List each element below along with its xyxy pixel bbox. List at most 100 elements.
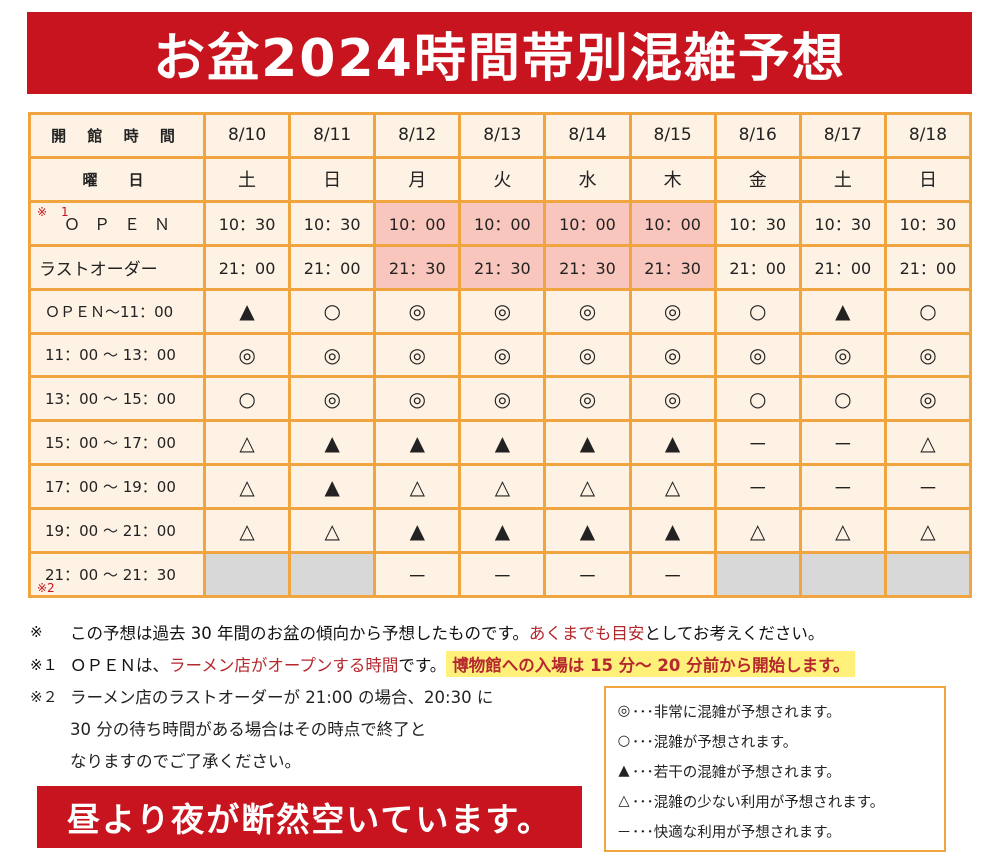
congestion-cell: ▲ [291,466,374,508]
dow-cell: 日 [291,158,374,200]
slot-label: 19：00 ～ 21：00 [31,510,203,552]
congestion-cell: △ [886,422,969,464]
congestion-cell [801,554,884,595]
date-cell: 8/16 [716,115,799,156]
slot-label: 21：00 ～ 21：30 ※2 [31,554,203,595]
legend-item: －･･･快適な利用が予想されます。 [616,816,934,846]
congestion-cell: ▲ [206,290,289,332]
congestion-cell: ◎ [631,378,714,420]
congestion-cell: △ [631,466,714,508]
congestion-cell: ◎ [886,334,969,376]
congestion-cell: ▲ [546,422,629,464]
slot-label-text: 21：00 ～ 21：30 [45,566,176,585]
congestion-cell: ◎ [206,334,289,376]
congestion-cell: ▲ [461,422,544,464]
date-cell: 8/13 [461,115,544,156]
last-time-cell: 21：00 [886,246,969,288]
open-time-cell: 10：00 [376,202,459,244]
slot-label-text: 13：00 ～ 15：00 [45,390,176,409]
legend-item: ◎ ･･･非常に混雑が予想されます。 [616,696,934,726]
congestion-cell: － [716,466,799,508]
congestion-cell: △ [461,466,544,508]
legend-symbol: ◎ [617,703,631,719]
last-order-label: ラストオーダー [31,246,203,288]
date-cell: 8/14 [546,115,629,156]
legend-item: ▲ ･･･若干の混雑が予想されます。 [616,756,934,786]
slot-label: 13：00 ～ 15：00 [31,378,203,420]
open-label-text: ＯＰＥＮ [63,215,184,235]
congestion-cell: ◎ [461,334,544,376]
congestion-cell: ◎ [461,290,544,332]
congestion-cell: ▲ [376,510,459,552]
header-label: 開 館 時 間 [31,115,203,156]
congestion-cell: － [801,466,884,508]
dow-cell: 火 [461,158,544,200]
congestion-cell: ◎ [376,290,459,332]
congestion-cell: ○ [716,290,799,332]
dow-cell: 金 [716,158,799,200]
congestion-cell: － [376,554,459,595]
congestion-cell: ◎ [631,290,714,332]
congestion-cell: ○ [801,378,884,420]
open-time-cell: 10：30 [886,202,969,244]
legend-text: ･･･混雑の少ない利用が予想されます。 [632,794,885,811]
note-2: ※１ ＯＰＥＮは、 ラーメン店がオープンする時間 です。 博物館への入場は 15… [30,648,990,680]
congestion-cell: － [886,466,969,508]
note-line-3: なりますのでご了承ください。 [70,752,301,771]
legend-symbol: △ [618,793,630,809]
open-time-cell: 10：00 [631,202,714,244]
dow-cell: 水 [546,158,629,200]
open-label: ＯＰＥＮ ※1 [31,202,203,244]
note-line-2: 30 分の待ち時間がある場合はその時点で終了と [70,720,427,739]
note-red-text: あくまでも目安 [528,624,645,643]
legend-text: ･･･若干の混雑が予想されます。 [632,764,841,781]
congestion-table: 開 館 時 間 8/10 8/11 8/12 8/13 8/14 8/15 8/16 8/17 8… [28,112,972,598]
legend-symbol: ▲ [618,763,630,779]
note-line-1: ラーメン店のラストオーダーが 21:00 の場合、20:30 に [70,688,494,707]
open-time-cell: 10：30 [716,202,799,244]
congestion-cell: ▲ [631,510,714,552]
open-time-cell: 10：30 [801,202,884,244]
note-text: この予想は過去 30 年間のお盆の傾向から予想したものです。 [70,624,529,643]
congestion-cell: △ [291,510,374,552]
congestion-cell: ◎ [376,334,459,376]
congestion-cell: △ [206,422,289,464]
congestion-cell: ▲ [631,422,714,464]
congestion-cell: ◎ [546,378,629,420]
congestion-cell: ▲ [546,510,629,552]
open-time-cell: 10：00 [546,202,629,244]
page-title: お盆2024時間帯別混雑予想 [27,12,972,94]
congestion-cell: ◎ [291,378,374,420]
slot-label: 17：00 ～ 19：00 [31,466,203,508]
last-time-cell: 21：00 [716,246,799,288]
congestion-cell: △ [886,510,969,552]
congestion-cell: △ [546,466,629,508]
last-time-cell: 21：30 [461,246,544,288]
congestion-cell: △ [801,510,884,552]
legend-symbol: ○ [617,733,631,749]
date-cell: 8/11 [291,115,374,156]
congestion-cell: ▲ [461,510,544,552]
dow-cell: 日 [886,158,969,200]
congestion-cell: ◎ [801,334,884,376]
note-mark: ※ [30,623,43,641]
slot-label-text: 19：00 ～ 21：00 [45,522,176,541]
congestion-cell: － [546,554,629,595]
banner: 昼より夜が断然空いています。 [37,786,582,848]
last-time-cell: 21：00 [801,246,884,288]
dow-cell: 土 [206,158,289,200]
note-tail: です。 [398,656,447,675]
congestion-cell: ○ [206,378,289,420]
date-cell: 8/17 [801,115,884,156]
open-note: ※1 [37,204,83,219]
note-3: ※２ ラーメン店のラストオーダーが 21:00 の場合、20:30 に 30 分… [30,680,590,776]
congestion-cell [206,554,289,595]
legend-text: ･･･非常に混雑が予想されます。 [632,704,841,721]
legend-item: ○ ･･･混雑が予想されます。 [616,726,934,756]
congestion-cell: ▲ [801,290,884,332]
slot-label: 11：00 ～ 13：00 [31,334,203,376]
slot-label-text: ＯＰＥＮ～11：00 [45,302,174,321]
note-text: ＯＰＥＮは、 [70,656,169,675]
open-time-cell: 10：30 [291,202,374,244]
congestion-cell: ○ [886,290,969,332]
